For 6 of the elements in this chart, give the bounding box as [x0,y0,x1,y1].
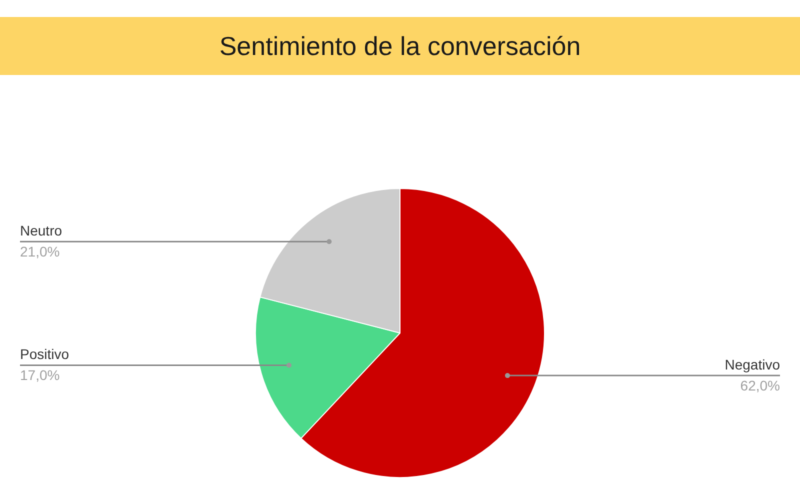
slice-label: Neutro [20,222,62,239]
slice-label: Positivo [20,346,70,362]
data-label: 21,0% [20,244,60,260]
data-label: 62,0% [740,377,780,394]
data-label: 17,0% [20,367,60,384]
slice-label: Negativo [724,356,780,372]
